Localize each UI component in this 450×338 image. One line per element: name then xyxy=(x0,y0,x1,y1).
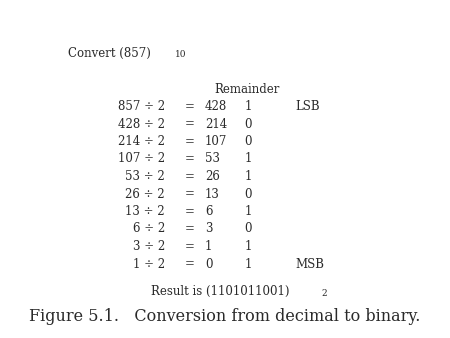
Text: Result is (1101011001): Result is (1101011001) xyxy=(151,285,289,298)
Text: =: = xyxy=(185,205,195,218)
Text: 3: 3 xyxy=(205,222,212,236)
Text: 1: 1 xyxy=(244,240,252,253)
Text: 26 ÷ 2: 26 ÷ 2 xyxy=(126,188,165,200)
Text: 2: 2 xyxy=(321,289,327,298)
Text: 0: 0 xyxy=(205,258,212,270)
Text: 428 ÷ 2: 428 ÷ 2 xyxy=(118,118,165,130)
Text: 53: 53 xyxy=(205,152,220,166)
Text: 6: 6 xyxy=(205,205,212,218)
Text: 0: 0 xyxy=(244,118,252,130)
Text: =: = xyxy=(185,258,195,270)
Text: 857 ÷ 2: 857 ÷ 2 xyxy=(118,100,165,113)
Text: 1: 1 xyxy=(244,258,252,270)
Text: =: = xyxy=(185,118,195,130)
Text: =: = xyxy=(185,100,195,113)
Text: 53 ÷ 2: 53 ÷ 2 xyxy=(125,170,165,183)
Text: =: = xyxy=(185,170,195,183)
Text: 13: 13 xyxy=(205,188,220,200)
Text: 107: 107 xyxy=(205,135,227,148)
Text: =: = xyxy=(185,152,195,166)
Text: =: = xyxy=(185,135,195,148)
Text: MSB: MSB xyxy=(295,258,324,270)
Text: 1: 1 xyxy=(244,100,252,113)
Text: 10: 10 xyxy=(175,50,186,59)
Text: =: = xyxy=(185,240,195,253)
Text: 428: 428 xyxy=(205,100,227,113)
Text: Figure 5.1.   Conversion from decimal to binary.: Figure 5.1. Conversion from decimal to b… xyxy=(29,308,421,325)
Text: 1 ÷ 2: 1 ÷ 2 xyxy=(133,258,165,270)
Text: 1: 1 xyxy=(244,170,252,183)
Text: 1: 1 xyxy=(244,205,252,218)
Text: Remainder: Remainder xyxy=(214,83,280,96)
Text: 0: 0 xyxy=(244,135,252,148)
Text: LSB: LSB xyxy=(295,100,319,113)
Text: =: = xyxy=(185,222,195,236)
Text: 1: 1 xyxy=(205,240,212,253)
Text: 26: 26 xyxy=(205,170,220,183)
Text: 13 ÷ 2: 13 ÷ 2 xyxy=(126,205,165,218)
Text: 0: 0 xyxy=(244,222,252,236)
Text: 0: 0 xyxy=(244,188,252,200)
Text: 214: 214 xyxy=(205,118,227,130)
Text: 214 ÷ 2: 214 ÷ 2 xyxy=(118,135,165,148)
Text: =: = xyxy=(185,188,195,200)
Text: 3 ÷ 2: 3 ÷ 2 xyxy=(133,240,165,253)
Text: Convert (857): Convert (857) xyxy=(68,47,151,60)
Text: 1: 1 xyxy=(244,152,252,166)
Text: 6 ÷ 2: 6 ÷ 2 xyxy=(133,222,165,236)
Text: 107 ÷ 2: 107 ÷ 2 xyxy=(118,152,165,166)
